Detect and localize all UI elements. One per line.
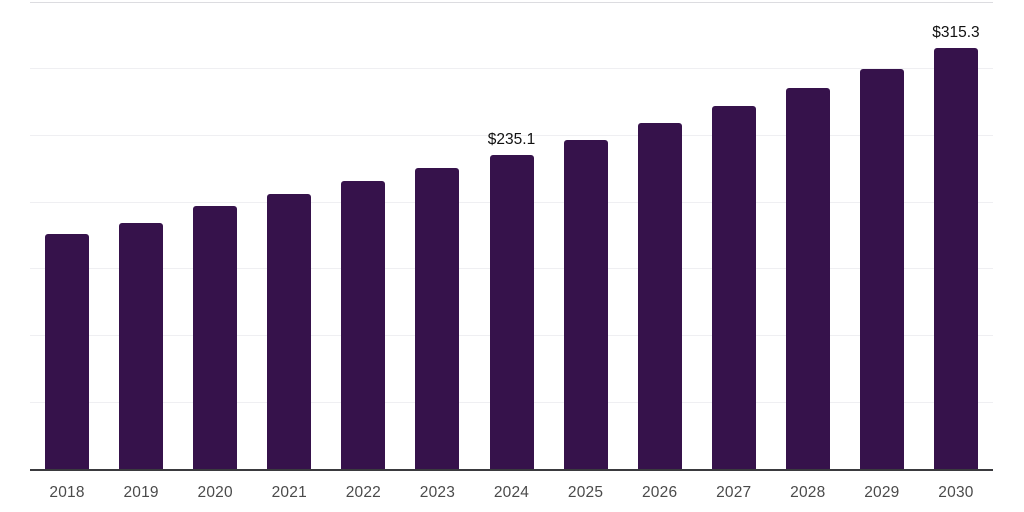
bar <box>45 233 90 469</box>
x-tick-label: 2018 <box>49 484 85 501</box>
x-axis-line <box>30 469 993 471</box>
x-tick-label: 2020 <box>197 484 233 501</box>
x-tick-label: 2026 <box>641 484 678 501</box>
bar <box>785 87 830 469</box>
x-tick-label: 2024 <box>493 484 530 501</box>
bar <box>267 193 312 469</box>
bar <box>193 205 238 469</box>
data-label: $235.1 <box>487 131 536 149</box>
x-tick-label: 2025 <box>567 484 604 501</box>
gridline <box>30 134 993 136</box>
gridline <box>30 1 993 3</box>
x-tick-label: 2029 <box>864 484 900 501</box>
bar <box>933 48 978 469</box>
data-label: $315.3 <box>932 24 980 42</box>
bar <box>637 123 682 469</box>
bar <box>119 223 164 469</box>
x-tick-label: 2021 <box>271 484 307 501</box>
gridline <box>30 68 993 70</box>
x-tick-label: 2028 <box>790 484 826 501</box>
bar <box>563 139 608 469</box>
x-tick-label: 2022 <box>345 484 381 501</box>
x-tick-label: 2027 <box>716 484 752 501</box>
bar <box>489 155 534 469</box>
x-tick-label: 2019 <box>123 484 159 501</box>
bar <box>859 68 904 469</box>
x-tick-label: 2023 <box>419 484 456 501</box>
bar <box>415 168 460 469</box>
x-tick-label: 2030 <box>938 484 974 501</box>
bar <box>711 105 756 469</box>
bar <box>341 181 386 469</box>
